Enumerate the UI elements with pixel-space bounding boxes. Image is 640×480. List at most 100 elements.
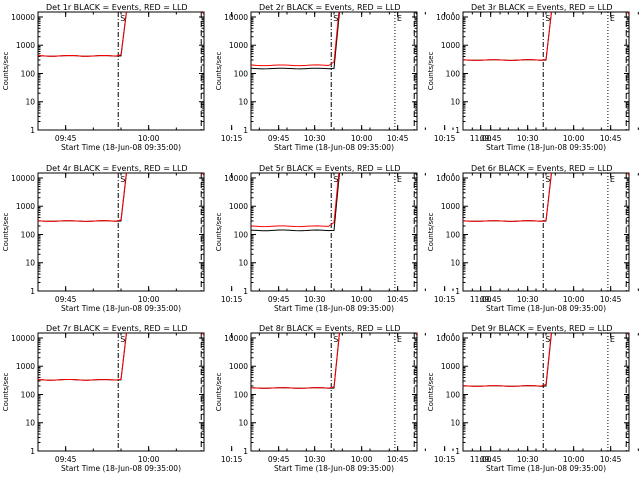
series-group (463, 333, 629, 387)
x-tick-label: 09:45 (480, 134, 502, 143)
y-tick-label: 10 (450, 419, 460, 428)
series-events (463, 173, 629, 222)
x-tick-label: 09:45 (268, 295, 290, 304)
series-events (38, 333, 204, 381)
x-tick-label: 10:15 (221, 134, 243, 143)
panel-title: Det 7r BLACK = Events, RED = LLD (46, 324, 188, 333)
y-tick-label: 100 (446, 390, 461, 399)
x-tick-label: 10:30 (517, 455, 539, 464)
series-events (251, 12, 417, 70)
y-tick-label: 10000 (224, 13, 248, 22)
series-lld (38, 333, 204, 381)
panel-3: 1 10 100 1000 10000 Counts/sec 09:45 10:00 10:15… (427, 3, 630, 152)
x-tick-label: 10:00 (138, 295, 160, 304)
x-tick-label: 10:30 (304, 134, 326, 143)
y-axis-label: Counts/sec (2, 52, 10, 91)
y-tick-label: 10000 (224, 334, 248, 343)
plot-frame (462, 11, 630, 131)
x-tick-label: 11:00 (470, 455, 492, 464)
x-tick-label: 10:45 (387, 455, 409, 464)
y-tick-label: 100 (446, 69, 461, 78)
x-tick-label: 10:15 (434, 455, 456, 464)
plot-frame (37, 172, 205, 292)
y-tick-label: 100 (234, 390, 249, 399)
marker-label: S (545, 175, 550, 184)
x-axis-label: Start Time (18-Jun-08 09:35:00) (61, 143, 181, 152)
x-tick-label: 11:00 (470, 134, 492, 143)
panel-title: Det 3r BLACK = Events, RED = LLD (471, 3, 613, 12)
x-tick-label: 10:00 (138, 455, 160, 464)
x-tick-label: 10:00 (563, 455, 585, 464)
y-tick-label: 100 (21, 230, 36, 239)
y-axis-label: Counts/sec (215, 52, 223, 91)
marker-label: E (397, 335, 402, 344)
plot-frame (37, 11, 205, 131)
y-tick-label: 10000 (11, 13, 35, 22)
series-lld (251, 12, 417, 67)
x-axis-label: Start Time (18-Jun-08 09:35:00) (486, 304, 606, 313)
y-tick-label: 10000 (11, 174, 35, 183)
series-group (38, 333, 204, 381)
series-lld (38, 12, 204, 57)
y-tick-label: 1000 (441, 41, 460, 50)
y-tick-label: 1000 (229, 362, 248, 371)
panel-7: 1 10 100 1000 10000 Counts/sec 09:45 10:00 10:15… (2, 324, 537, 473)
series-events (38, 173, 204, 222)
marker-label: E (397, 175, 402, 184)
marker-label: S (545, 14, 550, 23)
x-tick-label: 09:45 (268, 134, 290, 143)
plot-frame (462, 172, 630, 292)
plot-frame (37, 332, 205, 452)
x-tick-label: 10:00 (351, 295, 373, 304)
x-axis-label: Start Time (18-Jun-08 09:35:00) (486, 464, 606, 473)
y-tick-label: 1 (455, 447, 460, 456)
y-tick-label: 10 (238, 259, 248, 268)
plot-frame (250, 11, 418, 131)
y-axis-label: Counts/sec (427, 52, 435, 91)
x-tick-label: 10:45 (600, 455, 622, 464)
y-tick-label: 10 (238, 419, 248, 428)
marker-label: S (120, 175, 125, 184)
y-tick-label: 1000 (229, 41, 248, 50)
y-axis-label: Counts/sec (215, 213, 223, 252)
panel-title: Det 2r BLACK = Events, RED = LLD (259, 3, 401, 12)
x-tick-label: 10:45 (600, 134, 622, 143)
panel-8: 1 10 100 1000 10000 Counts/sec 09:45 10:00 10:15… (215, 324, 639, 473)
x-axis-label: Start Time (18-Jun-08 09:35:00) (486, 143, 606, 152)
y-tick-label: 100 (21, 390, 36, 399)
y-tick-label: 1 (455, 126, 460, 135)
x-axis-label: Start Time (18-Jun-08 09:35:00) (61, 464, 181, 473)
panel-1: 1 10 100 1000 10000 Counts/sec 09:45 10:00 10:15… (2, 3, 537, 152)
marker-label: E (610, 335, 615, 344)
panel-title: Det 1r BLACK = Events, RED = LLD (46, 3, 188, 12)
marker-label: S (333, 175, 338, 184)
y-tick-label: 1 (30, 126, 35, 135)
x-tick-label: 10:00 (351, 455, 373, 464)
x-tick-label: 09:45 (268, 455, 290, 464)
y-tick-label: 10000 (11, 334, 35, 343)
y-axis-label: Counts/sec (2, 373, 10, 412)
panel-title: Det 6r BLACK = Events, RED = LLD (471, 164, 613, 173)
x-tick-label: 10:30 (304, 455, 326, 464)
y-tick-label: 10 (238, 98, 248, 107)
marker-label: S (120, 335, 125, 344)
y-tick-label: 10000 (436, 13, 460, 22)
x-tick-label: 10:00 (563, 295, 585, 304)
panel-title: Det 4r BLACK = Events, RED = LLD (46, 164, 188, 173)
x-tick-label: 10:30 (304, 295, 326, 304)
series-group (38, 173, 204, 222)
x-tick-label: 10:15 (221, 455, 243, 464)
y-tick-label: 10 (450, 98, 460, 107)
series-lld (463, 12, 629, 61)
x-tick-label: 10:00 (138, 134, 160, 143)
y-tick-label: 100 (234, 230, 249, 239)
y-tick-label: 1000 (16, 202, 35, 211)
series-lld (38, 173, 204, 222)
x-tick-label: 09:45 (480, 295, 502, 304)
x-tick-label: 09:45 (55, 134, 77, 143)
y-tick-label: 10000 (224, 174, 248, 183)
x-tick-label: 09:45 (480, 455, 502, 464)
series-lld (463, 173, 629, 222)
panel-title: Det 9r BLACK = Events, RED = LLD (471, 324, 613, 333)
